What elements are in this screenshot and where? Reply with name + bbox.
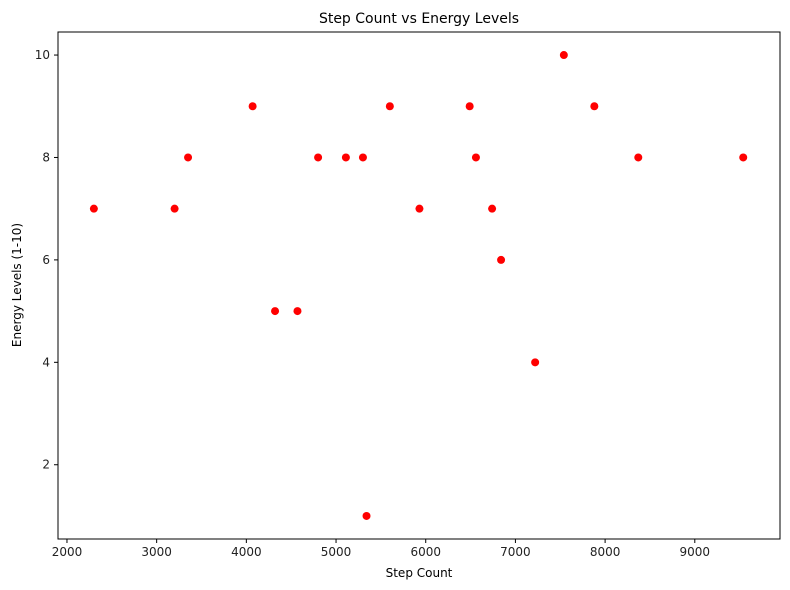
data-point [634,153,643,162]
data-point [184,153,193,162]
x-tick-label: 8000 [590,545,621,559]
data-point [471,153,480,162]
data-point [170,204,179,213]
data-point [271,307,280,316]
data-point [385,102,394,111]
data-point [531,358,540,367]
data-point [739,153,748,162]
y-tick-label: 8 [42,150,50,164]
data-point [590,102,599,111]
data-point [89,204,98,213]
y-axis: 2 4 6 8 10 [35,48,58,472]
data-point [488,204,497,213]
data-point [415,204,424,213]
x-tick-label: 9000 [680,545,711,559]
data-point [362,511,371,520]
data-point [465,102,474,111]
data-point [314,153,323,162]
y-tick-label: 6 [42,253,50,267]
x-tick-label: 3000 [141,545,172,559]
plot-frame [57,31,781,540]
data-points [89,51,748,520]
x-tick-label: 2000 [52,545,83,559]
x-tick-label: 5000 [321,545,352,559]
x-axis: 2000 3000 4000 5000 6000 7000 8000 9000 [52,539,710,559]
x-tick-label: 6000 [410,545,441,559]
data-point [358,153,367,162]
y-tick-label: 10 [35,48,50,62]
data-point [248,102,257,111]
y-tick-label: 4 [42,355,50,369]
y-axis-label: Energy Levels (1-10) [10,223,24,347]
x-tick-label: 4000 [231,545,262,559]
data-point [559,51,568,60]
chart-title: Step Count vs Energy Levels [319,11,519,27]
x-tick-label: 7000 [500,545,531,559]
data-point [293,307,302,316]
data-point [497,255,506,264]
y-tick-label: 2 [42,458,50,472]
data-point [341,153,350,162]
x-axis-label: Step Count [386,566,453,580]
